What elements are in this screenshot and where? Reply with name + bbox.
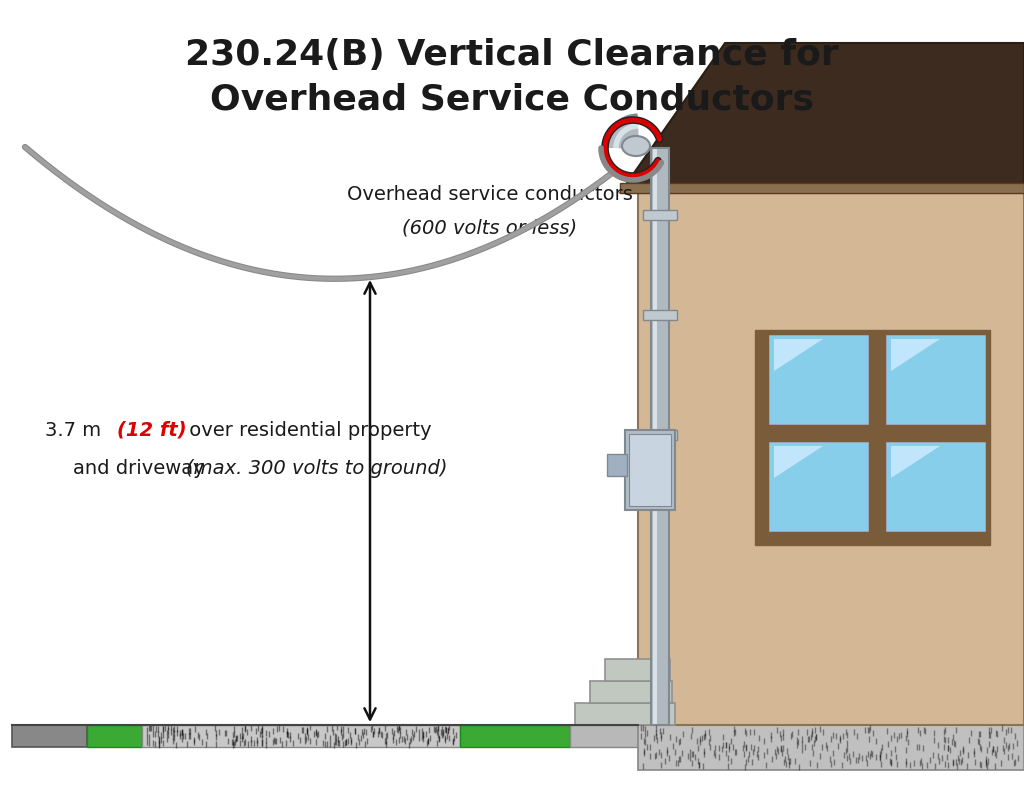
Bar [769, 442, 868, 531]
Bar [653, 148, 657, 725]
Bar [643, 310, 677, 320]
Text: and driveway: and driveway [73, 459, 211, 478]
Bar [570, 725, 638, 747]
Text: Overhead Service Conductors: Overhead Service Conductors [210, 83, 814, 117]
Bar [769, 335, 868, 424]
Polygon shape [774, 447, 823, 478]
Text: (12 ft): (12 ft) [117, 420, 186, 439]
Bar [886, 335, 985, 424]
Bar [638, 725, 1024, 770]
Text: (600 volts or less): (600 volts or less) [402, 218, 578, 237]
Bar [607, 454, 627, 476]
Bar [460, 725, 570, 747]
Text: 230.24(B) Vertical Clearance for: 230.24(B) Vertical Clearance for [185, 38, 839, 72]
Bar [12, 725, 87, 747]
Text: over residential property: over residential property [183, 420, 432, 439]
Bar [643, 210, 677, 220]
Bar [605, 659, 670, 681]
Polygon shape [891, 340, 940, 371]
Bar [620, 183, 1024, 193]
Text: Overhead service conductors: Overhead service conductors [347, 185, 633, 205]
Polygon shape [891, 447, 940, 478]
Bar [651, 148, 669, 725]
Bar [625, 430, 675, 510]
Bar [755, 330, 990, 545]
Bar [590, 681, 672, 703]
Polygon shape [774, 340, 823, 371]
Polygon shape [620, 43, 1024, 193]
Text: 3.7 m: 3.7 m [45, 420, 108, 439]
Bar [886, 442, 985, 531]
Bar [651, 148, 669, 725]
Text: (max. 300 volts to ground): (max. 300 volts to ground) [186, 459, 447, 478]
Bar [629, 434, 671, 506]
Bar [638, 180, 1024, 725]
Bar [87, 725, 142, 747]
Bar [643, 430, 677, 440]
Ellipse shape [622, 136, 650, 156]
Bar [142, 725, 460, 747]
Bar [575, 703, 675, 725]
